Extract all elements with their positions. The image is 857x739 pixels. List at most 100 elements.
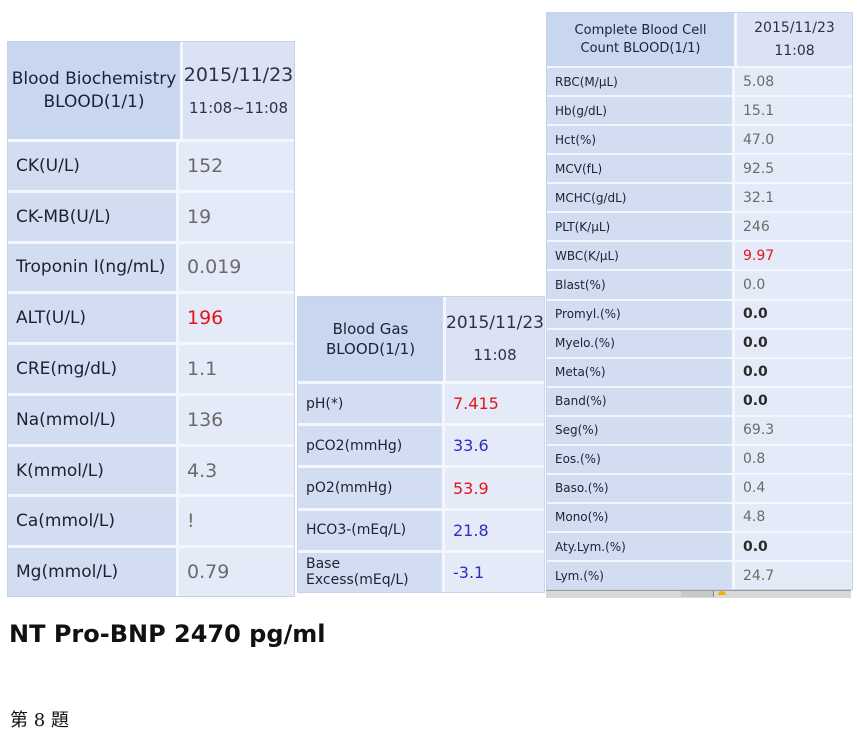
test-value: 136 xyxy=(179,395,294,444)
test-value: 4.3 xyxy=(179,446,294,495)
table-row: CK-MB(U/L) 19 xyxy=(8,189,294,241)
table-row: CRE(mg/dL) 1.1 xyxy=(8,342,294,393)
panel-title: Complete Blood Cell Count BLOOD(1/1) xyxy=(547,13,737,66)
table-row: MCV(fL) 92.5 xyxy=(547,153,852,183)
test-name: Eos.(%) xyxy=(547,445,735,473)
test-value: 92.5 xyxy=(735,155,852,183)
table-row: WBC(K/μL) 9.97 xyxy=(547,240,852,270)
test-value: 0.0 xyxy=(735,358,852,386)
panel-title-line1: Blood Biochemistry xyxy=(11,68,177,89)
test-value: ! xyxy=(179,497,294,546)
test-value: 196 xyxy=(179,294,294,343)
panel-time: 11:08~11:08 xyxy=(188,99,289,118)
table-row: Myelo.(%) 0.0 xyxy=(547,327,852,357)
blood-gas-panel: Blood Gas BLOOD(1/1) 2015/11/23 11:08 pH… xyxy=(297,296,545,593)
test-value: 53.9 xyxy=(445,468,544,508)
test-value: 1.1 xyxy=(179,345,294,393)
test-name: pCO2(mmHg) xyxy=(298,426,445,466)
panel-date-cell: 2015/11/23 11:08 xyxy=(446,297,544,381)
panel-header: Blood Biochemistry BLOOD(1/1) 2015/11/23… xyxy=(8,42,294,139)
test-value: -3.1 xyxy=(445,552,544,593)
scrollbar-thumb[interactable] xyxy=(681,591,714,597)
test-value: 19 xyxy=(179,192,294,241)
test-name: Ca(mmol/L) xyxy=(8,497,179,546)
table-row: Band(%) 0.0 xyxy=(547,385,852,415)
table-row: Aty.Lym.(%) 0.0 xyxy=(547,531,852,561)
panel-date-cell: 2015/11/23 11:08~11:08 xyxy=(183,42,294,139)
table-row: RBC(M/μL) 5.08 xyxy=(547,66,852,96)
table-row: Blast(%) 0.0 xyxy=(547,269,852,299)
test-name: pH(*) xyxy=(298,384,445,424)
test-value: 47.0 xyxy=(735,126,852,154)
test-name: Hct(%) xyxy=(547,126,735,154)
table-row: Ca(mmol/L)! xyxy=(8,494,294,546)
test-name: pO2(mmHg) xyxy=(298,468,445,508)
test-value: 15.1 xyxy=(735,97,852,125)
panel-date: 2015/11/23 xyxy=(183,63,294,86)
table-row: Baso.(%) 0.4 xyxy=(547,472,852,502)
test-name: WBC(K/μL) xyxy=(547,242,735,270)
test-value: 21.8 xyxy=(445,510,544,550)
test-value: 32.1 xyxy=(735,184,852,212)
test-name: RBC(M/μL) xyxy=(547,68,735,96)
panel-title-line2: Count BLOOD(1/1) xyxy=(580,40,701,56)
table-row: CK(U/L) 152 xyxy=(8,139,294,190)
table-row: Base Excess(mEq/L) -3.1 xyxy=(298,549,544,593)
panel-date-cell: 2015/11/23 11:08 xyxy=(737,13,852,66)
table-row: PLT(K/μL) 246 xyxy=(547,211,852,241)
test-value: 4.8 xyxy=(735,503,852,531)
test-name: CK(U/L) xyxy=(8,142,179,190)
test-name: Aty.Lym.(%) xyxy=(547,533,735,561)
test-value: 152 xyxy=(179,142,294,190)
test-name: PLT(K/μL) xyxy=(547,213,735,241)
table-row: Meta(%) 0.0 xyxy=(547,356,852,386)
test-value: 33.6 xyxy=(445,426,544,466)
test-name: Baso.(%) xyxy=(547,474,735,502)
test-name: K(mmol/L) xyxy=(8,446,179,495)
table-row: Lym.(%) 24.7 xyxy=(547,560,852,590)
table-row: HCO3-(mEq/L) 21.8 xyxy=(298,507,544,550)
blood-biochemistry-panel: Blood Biochemistry BLOOD(1/1) 2015/11/23… xyxy=(7,41,295,597)
table-row: Mg(mmol/L) 0.79 xyxy=(8,545,294,597)
test-name: Meta(%) xyxy=(547,358,735,386)
table-row: Troponin I(ng/mL) 0.019 xyxy=(8,240,294,292)
result-rows: RBC(M/μL) 5.08 Hb(g/dL) 15.1 Hct(%) 47.0 MCV(f… xyxy=(547,66,852,590)
test-value: 9.97 xyxy=(735,242,852,270)
table-row: MCHC(g/dL) 32.1 xyxy=(547,182,852,212)
test-value: 7.415 xyxy=(445,384,544,424)
question-number: 第 8 題 xyxy=(10,710,69,731)
test-name: ALT(U/L) xyxy=(8,294,179,343)
table-row: pO2(mmHg) 53.9 xyxy=(298,465,544,508)
table-row: Hct(%) 47.0 xyxy=(547,124,852,154)
test-value: 5.08 xyxy=(735,68,852,96)
table-row: Mono(%) 4.8 xyxy=(547,501,852,531)
test-name: Blast(%) xyxy=(547,271,735,299)
table-row: Eos.(%) 0.8 xyxy=(547,443,852,473)
test-value: 0.019 xyxy=(179,243,294,292)
complete-blood-count-panel: Complete Blood Cell Count BLOOD(1/1) 201… xyxy=(546,12,853,590)
panel-header: Blood Gas BLOOD(1/1) 2015/11/23 11:08 xyxy=(298,297,544,381)
table-row: pH(*) 7.415 xyxy=(298,381,544,424)
table-row: Na(mmol/L) 136 xyxy=(8,392,294,444)
test-name: HCO3-(mEq/L) xyxy=(298,510,445,550)
table-row: K(mmol/L) 4.3 xyxy=(8,443,294,495)
panel-time: 11:08 xyxy=(473,346,517,365)
test-value: 0.0 xyxy=(735,533,852,561)
test-value: 0.0 xyxy=(735,329,852,357)
test-name: Promyl.(%) xyxy=(547,300,735,328)
test-name: Na(mmol/L) xyxy=(8,395,179,444)
test-value: 69.3 xyxy=(735,416,852,444)
horizontal-scrollbar[interactable] xyxy=(546,590,851,598)
test-name: Troponin I(ng/mL) xyxy=(8,243,179,292)
panel-date: 2015/11/23 xyxy=(446,313,544,334)
test-value: 0.0 xyxy=(735,387,852,415)
panel-date: 2015/11/23 xyxy=(754,19,835,36)
test-name: Hb(g/dL) xyxy=(547,97,735,125)
panel-title: Blood Gas BLOOD(1/1) xyxy=(298,297,447,381)
test-value: 0.79 xyxy=(179,548,294,597)
test-name: CRE(mg/dL) xyxy=(8,345,179,393)
table-row: Seg(%) 69.3 xyxy=(547,414,852,444)
test-value: 246 xyxy=(735,213,852,241)
nt-pro-bnp-note: NT Pro-BNP 2470 pg/ml xyxy=(9,620,326,648)
test-value: 24.7 xyxy=(735,562,852,590)
